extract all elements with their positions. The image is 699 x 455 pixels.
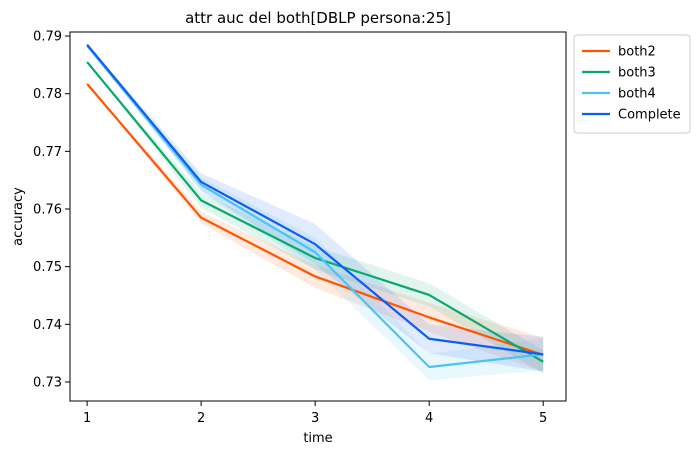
x-tick-label: 3 <box>311 411 319 426</box>
series-lines <box>86 43 544 369</box>
series-line-both2 <box>86 83 544 356</box>
y-tick-label: 0.78 <box>33 87 62 102</box>
x-tick-label: 2 <box>197 411 205 426</box>
y-tick-label: 0.74 <box>33 318 62 333</box>
x-axis-label: time <box>303 431 332 446</box>
legend-label-both3: both3 <box>618 66 656 81</box>
y-tick-label: 0.73 <box>33 375 62 390</box>
legend-label-complete: Complete <box>618 108 681 123</box>
confidence-bands <box>87 44 544 381</box>
x-axis: 1 2 3 4 5 <box>83 401 547 426</box>
series-line-both4 <box>86 45 544 369</box>
y-axis-label: accuracy <box>11 187 26 246</box>
legend-label-both2: both2 <box>618 45 656 60</box>
y-tick-label: 0.75 <box>33 260 62 275</box>
legend-label-both4: both4 <box>618 87 656 102</box>
chart-title: attr auc del both[DBLP persona:25] <box>185 9 451 27</box>
x-tick-label: 5 <box>539 411 547 426</box>
y-axis: 0.73 0.74 0.75 0.76 0.77 0.78 0.79 <box>33 30 70 390</box>
band-both3 <box>87 61 544 374</box>
legend: both2 both3 both4 Complete <box>573 34 691 134</box>
x-tick-label: 4 <box>425 411 433 426</box>
series-line-complete <box>86 43 544 356</box>
y-tick-label: 0.77 <box>33 145 62 160</box>
y-tick-label: 0.79 <box>33 30 62 45</box>
band-both4 <box>87 45 544 381</box>
x-tick-label: 1 <box>83 411 91 426</box>
y-tick-label: 0.76 <box>33 203 62 218</box>
legend-box <box>573 34 691 134</box>
band-both2 <box>87 83 544 373</box>
plot-frame <box>69 31 567 402</box>
series-line-both3 <box>86 61 544 363</box>
